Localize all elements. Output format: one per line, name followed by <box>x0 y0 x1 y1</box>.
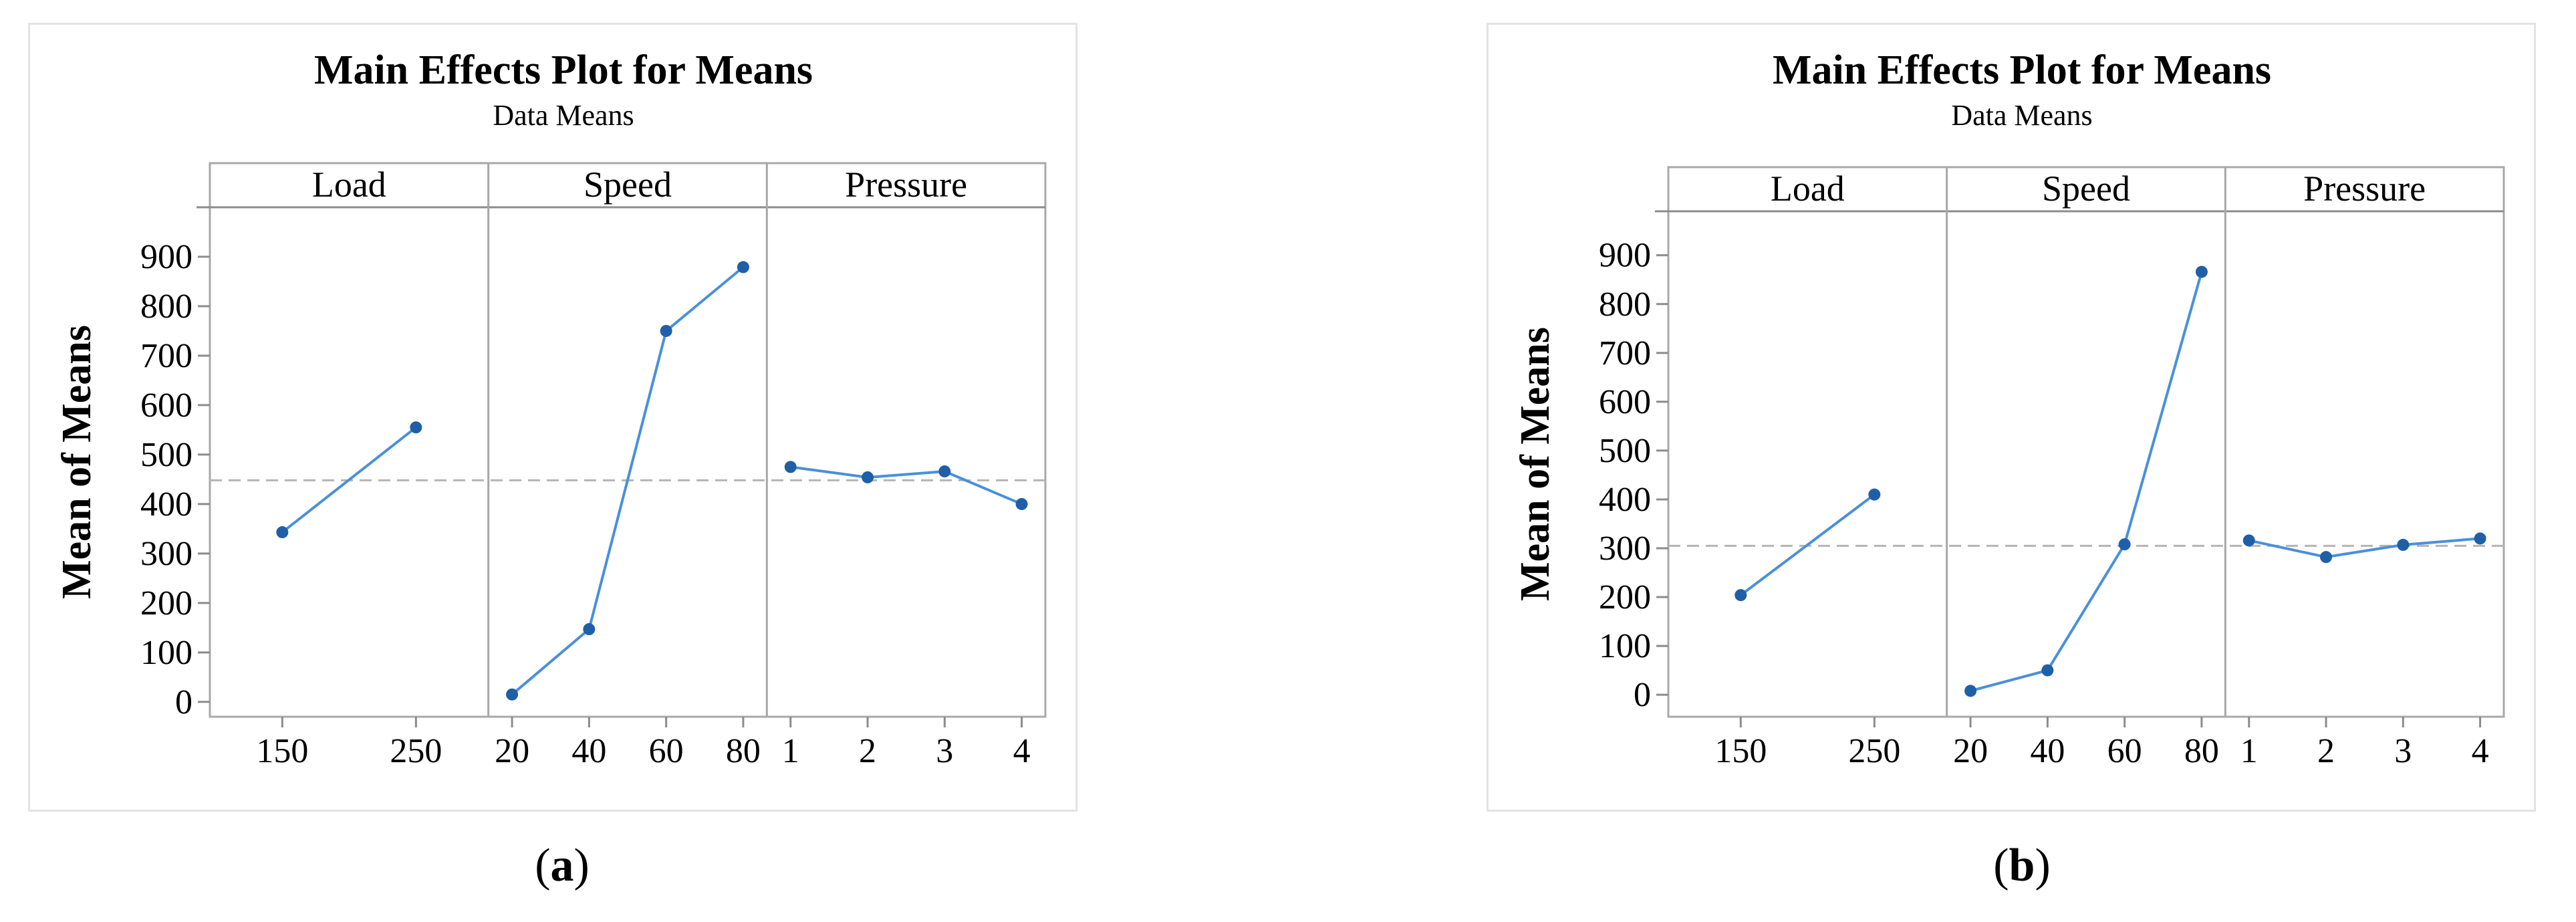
caption-b: (b) <box>1955 839 2089 893</box>
data-point <box>660 324 672 337</box>
caption-close-paren: ) <box>2035 840 2051 891</box>
data-point <box>276 526 289 539</box>
x-tick-label: 2 <box>2317 732 2335 770</box>
data-point <box>737 261 749 273</box>
data-point <box>862 471 874 483</box>
chart-subtitle: Data Means <box>493 99 634 132</box>
y-tick-label: 400 <box>1599 481 1651 519</box>
x-tick-label: 60 <box>649 732 684 770</box>
y-axis-label: Mean of Means <box>54 325 100 599</box>
x-tick-label: 3 <box>936 732 953 770</box>
data-point <box>1964 685 1977 697</box>
y-tick-label: 600 <box>1599 383 1651 421</box>
data-point <box>2195 265 2208 278</box>
y-tick-label: 700 <box>1599 334 1651 372</box>
x-tick-label: 250 <box>1848 732 1900 770</box>
plot-border <box>1667 166 2505 718</box>
panel-header-pressure: Pressure <box>845 164 967 205</box>
chart-title: Main Effects Plot for Means <box>1773 47 2271 93</box>
x-tick-label: 20 <box>495 732 529 770</box>
y-tick-label: 500 <box>140 436 192 474</box>
x-tick-label: 150 <box>256 732 308 770</box>
y-tick-label: 100 <box>140 634 192 672</box>
panel-header-pressure: Pressure <box>2303 168 2426 209</box>
data-point <box>2397 538 2410 551</box>
caption-letter: a <box>550 840 574 891</box>
series-line-speed <box>1970 271 2203 693</box>
series-line-pressure <box>790 465 1023 505</box>
y-tick-label: 300 <box>1599 530 1651 568</box>
x-tick-label: 1 <box>782 732 799 770</box>
caption-letter: b <box>2009 840 2035 891</box>
y-tick-label: 800 <box>1599 285 1651 324</box>
x-tick-label: 80 <box>726 732 761 770</box>
y-tick-label: 200 <box>1599 578 1651 616</box>
data-point <box>2320 551 2333 564</box>
x-tick-label: 4 <box>1013 732 1031 770</box>
y-tick-label: 400 <box>140 485 192 524</box>
y-tick-label: 200 <box>140 584 192 622</box>
y-tick-label: 900 <box>1599 237 1651 275</box>
main-effects-chart-b: Main Effects Plot for Means Data Means Mea… <box>1513 47 2505 770</box>
y-tick-label: 700 <box>140 337 192 375</box>
y-tick-label: 800 <box>140 287 192 326</box>
data-point <box>2474 532 2486 545</box>
data-point <box>1015 497 1028 510</box>
x-tick-label: 20 <box>1953 732 1988 770</box>
data-point <box>938 465 951 478</box>
panel-header-load: Load <box>1771 168 1845 209</box>
y-tick-label: 100 <box>1599 627 1651 665</box>
series-line-pressure <box>2248 537 2480 559</box>
panel-header-speed: Speed <box>584 164 672 205</box>
series-line-load <box>1740 493 1876 596</box>
x-tick-label: 250 <box>390 732 442 770</box>
x-tick-label: 40 <box>571 732 606 770</box>
data-point <box>1868 488 1881 501</box>
data-point <box>410 421 422 434</box>
x-tick-label: 2 <box>859 732 876 770</box>
y-axis-label: Mean of Means <box>1513 327 1558 601</box>
plot-border <box>209 162 1047 718</box>
y-tick-label: 0 <box>1634 676 1651 714</box>
chart-subtitle: Data Means <box>1951 99 2092 132</box>
y-tick-label: 600 <box>140 386 192 425</box>
data-point <box>1734 589 1747 602</box>
data-point <box>2041 664 2054 677</box>
caption-open-paren: ( <box>535 840 551 891</box>
caption-open-paren: ( <box>1993 840 2009 891</box>
main-effects-chart-a: Main Effects Plot for Means Data Means Mea… <box>54 47 1047 770</box>
series-line-speed <box>511 265 745 696</box>
series-line-load <box>281 426 417 534</box>
x-tick-label: 3 <box>2394 732 2412 770</box>
x-tick-label: 40 <box>2030 732 2065 770</box>
data-point <box>583 623 596 636</box>
panel-header-speed: Speed <box>2042 168 2130 209</box>
caption-a: (a) <box>495 839 629 893</box>
x-tick-label: 80 <box>2184 732 2219 770</box>
data-point <box>2242 534 2255 547</box>
panel-header-load: Load <box>312 164 386 205</box>
x-tick-label: 4 <box>2472 732 2489 770</box>
data-point <box>784 461 797 473</box>
y-tick-label: 0 <box>175 683 192 721</box>
x-tick-label: 60 <box>2107 732 2142 770</box>
y-tick-label: 300 <box>140 535 192 573</box>
y-tick-label: 900 <box>140 238 192 276</box>
chart-frame-a <box>28 23 1077 812</box>
x-tick-label: 1 <box>2240 732 2258 770</box>
y-tick-label: 500 <box>1599 432 1651 470</box>
x-tick-label: 150 <box>1714 732 1767 770</box>
data-point <box>2118 538 2131 551</box>
data-point <box>506 688 519 701</box>
caption-close-paren: ) <box>573 840 590 891</box>
chart-title: Main Effects Plot for Means <box>314 47 813 93</box>
